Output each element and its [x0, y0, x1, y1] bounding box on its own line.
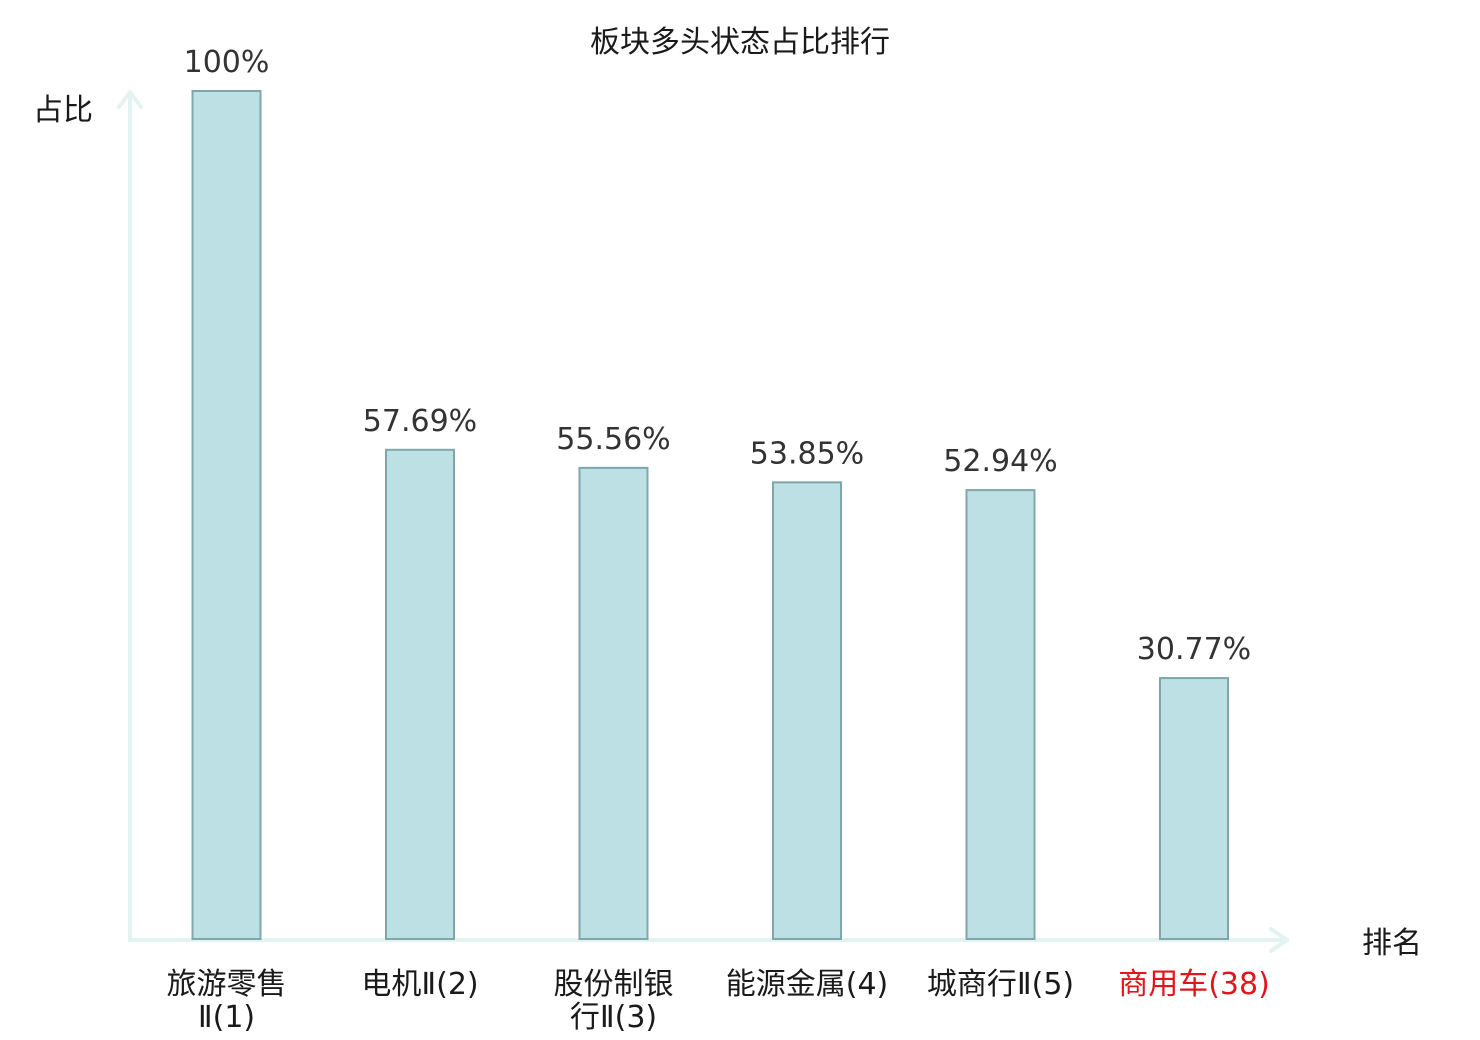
bar-2 [385, 448, 455, 940]
value-label-1: 100% [184, 45, 270, 80]
bar-1 [191, 90, 262, 940]
x-axis-label: 排名 [1362, 926, 1422, 961]
bars-group [191, 90, 1229, 940]
category-label-4: 能源金属(4) [726, 967, 889, 1002]
value-label-2: 57.69% [363, 404, 477, 439]
category-label-3-line-2: 行Ⅱ(3) [570, 1000, 657, 1035]
value-label-6: 30.77% [1137, 632, 1251, 667]
category-label-1-line-2: Ⅱ(1) [198, 1000, 255, 1035]
chart-title: 板块多头状态占比排行 [590, 25, 890, 60]
value-label-4: 53.85% [750, 436, 864, 471]
category-label-1-line-1: 旅游零售 [167, 967, 287, 1002]
value-label-5: 52.94% [943, 444, 1057, 479]
bar-3 [578, 466, 649, 940]
value-labels-group: 100% 57.69% 55.56% 53.85% 52.94% 30.77% [184, 45, 1252, 667]
value-label-3: 55.56% [556, 422, 670, 457]
category-label-5: 城商行Ⅱ(5) [927, 967, 1074, 1002]
axes [117, 90, 1289, 953]
category-label-3-line-1: 股份制银 [554, 967, 674, 1002]
y-axis-arrow [117, 90, 143, 109]
category-label-6: 商用车(38) [1118, 967, 1270, 1002]
bar-5 [965, 489, 1036, 940]
bar-4 [772, 481, 842, 940]
x-axis-arrow [1269, 927, 1289, 953]
category-label-2: 电机Ⅱ(2) [361, 967, 478, 1002]
bar-6 [1159, 677, 1229, 940]
y-axis-label: 占比 [33, 93, 93, 128]
